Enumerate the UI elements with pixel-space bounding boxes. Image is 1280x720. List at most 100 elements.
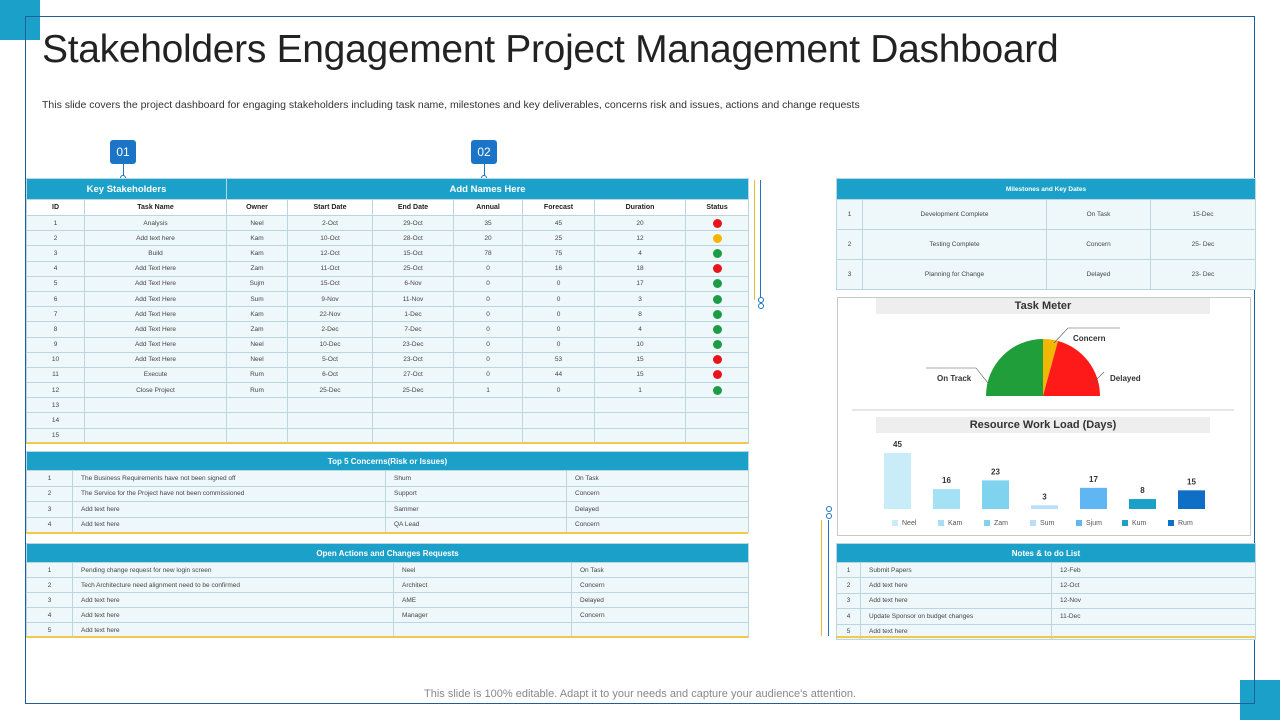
cell-task: Close Project <box>83 382 228 399</box>
bar-rum <box>1178 490 1205 509</box>
table-cell: Submit Papers <box>860 561 1052 579</box>
cell-duration: 12 <box>594 230 687 247</box>
concerns-table: Top 5 Concerns(Risk or Issues) 1 The Busi… <box>26 451 749 533</box>
cell-status <box>685 290 750 308</box>
separator-line <box>754 180 755 300</box>
table-row: 2 Tech Architecture need alignment need t… <box>26 577 750 593</box>
cell-annual: 78 <box>453 245 524 262</box>
cell-task: Add Text Here <box>83 275 228 292</box>
cell-owner: Sujm <box>226 275 289 292</box>
table-cell: Concern <box>566 516 749 533</box>
cell-start <box>287 412 374 429</box>
table-row: 2 Testing Complete Concern 25- Dec <box>836 229 1257 260</box>
table-cell: Update Sponsor on budget changes <box>860 608 1052 625</box>
slide-frame <box>25 16 1255 704</box>
cell-start: 22-Nov <box>287 306 374 323</box>
cell-start: 5-Oct <box>287 351 374 368</box>
table-cell: 11-Dec <box>1050 608 1257 625</box>
separator-dot <box>826 513 832 519</box>
table-cell: Add text here <box>860 577 1052 594</box>
cell-start: 10-Oct <box>287 230 374 247</box>
cell-duration: 1 <box>594 382 687 399</box>
legend-item: Kam <box>938 520 962 527</box>
legend-swatch <box>1122 520 1128 527</box>
bar-sjum <box>1080 487 1107 509</box>
cell-owner <box>226 412 289 429</box>
bar-value-label: 17 <box>1089 475 1098 484</box>
header-key-stakeholders: Key Stakeholders <box>25 178 228 200</box>
cell-duration: 4 <box>594 245 687 262</box>
stakeholders-bottom-rule <box>26 442 748 444</box>
table-cell: On Task <box>570 562 750 578</box>
bar-value-label: 16 <box>942 476 951 485</box>
table-cell: Shum <box>385 470 567 487</box>
cell-owner: Neel <box>226 351 289 368</box>
status-dot-icon <box>712 385 722 395</box>
table-row: 11 Execute Rum 6-Oct 27-Oct 0 44 15 <box>26 366 750 384</box>
table-row: 5 Add text here <box>26 622 750 638</box>
cell-id: 10 <box>26 351 85 368</box>
cell-duration: 20 <box>594 214 687 232</box>
actions-title: Open Actions and Changes Requests <box>25 543 750 563</box>
cell-duration: 15 <box>594 351 687 368</box>
table-row: 9 Add Text Here Neel 10-Dec 23-Dec 0 0 10 <box>26 336 750 353</box>
table-cell: 12-Feb <box>1050 561 1257 579</box>
legend-label: Sum <box>1040 520 1055 527</box>
cell-annual <box>453 427 524 444</box>
legend-swatch <box>1076 520 1082 527</box>
table-row: 2 The Service for the Project have not be… <box>26 485 749 502</box>
table-row: 1 Analysis Neel 2-Oct 29-Oct 35 45 20 <box>26 214 750 232</box>
cell-forecast: 75 <box>522 245 596 262</box>
status-dot-icon <box>712 324 722 334</box>
cell-duration: 3 <box>594 290 687 308</box>
cell-id: 11 <box>26 366 85 384</box>
notes-bottom-rule <box>836 636 1255 638</box>
cell-id: 5 <box>26 275 85 292</box>
cell-annual: 0 <box>453 306 524 323</box>
table-cell: 3 <box>26 501 73 518</box>
cell-owner: Kam <box>226 306 289 323</box>
table-cell: 1 <box>26 470 73 487</box>
cell-id: 9 <box>26 336 85 353</box>
table-cell: Add text here <box>72 592 394 608</box>
cell-task: Analysis <box>83 214 228 232</box>
table-cell: 23- Dec <box>1149 259 1257 290</box>
cell-annual: 1 <box>453 382 524 399</box>
leader-delayed <box>1091 371 1105 385</box>
cell-end <box>372 397 455 414</box>
cell-id: 4 <box>26 260 85 277</box>
cell-duration <box>594 412 687 429</box>
bar-neel <box>884 453 911 509</box>
bar-zam <box>982 480 1009 509</box>
table-cell: The Service for the Project have not bee… <box>72 485 386 502</box>
table-cell: Support <box>385 485 567 502</box>
table-cell: Add text here <box>72 516 386 533</box>
table-row: 14 <box>26 412 750 429</box>
label-on-track: On Track <box>937 374 972 383</box>
table-cell: 4 <box>836 608 861 625</box>
column-header: Status <box>685 199 750 216</box>
cell-end: 23-Oct <box>372 351 455 368</box>
cell-forecast: 0 <box>522 275 596 292</box>
cell-duration: 4 <box>594 321 687 338</box>
status-dot-icon <box>712 370 722 380</box>
table-cell: 2 <box>836 229 863 260</box>
page-title: Stakeholders Engagement Project Manageme… <box>42 28 1059 71</box>
table-cell: 1 <box>836 561 861 579</box>
gauge-delayed-segment <box>1043 341 1100 396</box>
column-header: End Date <box>372 199 455 216</box>
table-cell: 3 <box>26 592 73 608</box>
cell-status <box>685 397 750 414</box>
milestones-table: Milestones and Key Dates 1 Development Co… <box>835 178 1257 290</box>
status-dot-icon <box>712 248 722 258</box>
cell-id: 1 <box>26 214 85 232</box>
table-cell: Development Complete <box>862 199 1047 230</box>
cell-forecast <box>522 397 596 414</box>
cell-forecast: 0 <box>522 306 596 323</box>
cell-start: 10-Dec <box>287 336 374 353</box>
legend-label: Kam <box>948 520 963 527</box>
table-row: 5 Add Text Here Sujm 15-Oct 6-Nov 0 0 17 <box>26 275 750 292</box>
cell-owner: Zam <box>226 260 289 277</box>
task-meter-gauge <box>852 327 1234 411</box>
cell-owner <box>226 427 289 444</box>
